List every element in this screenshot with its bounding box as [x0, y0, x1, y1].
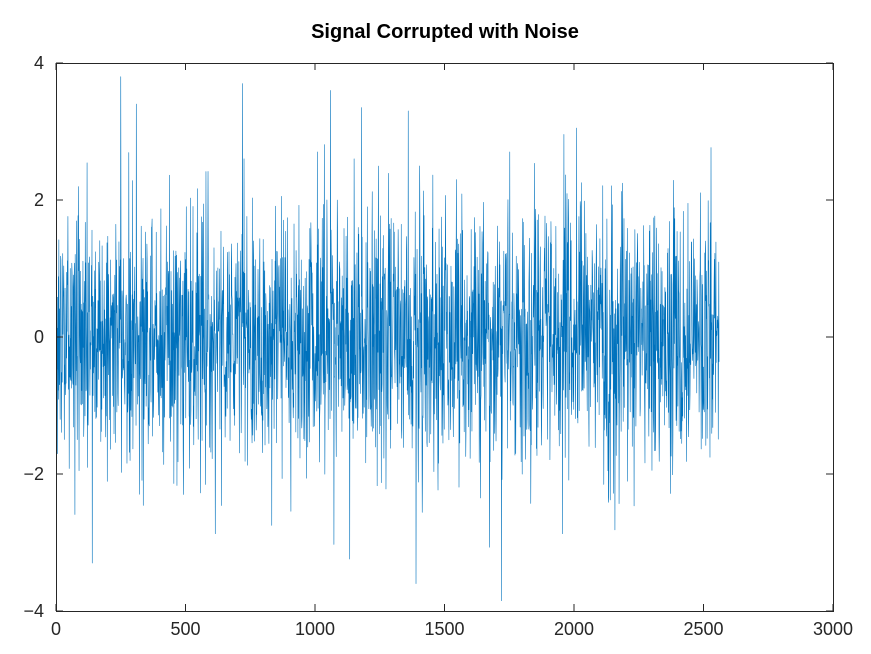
x-tick-label: 1000	[295, 619, 335, 639]
chart-title: Signal Corrupted with Noise	[311, 21, 579, 43]
y-tick-label: 0	[34, 327, 44, 347]
plot-area	[55, 76, 720, 602]
series-line-0	[55, 76, 720, 602]
x-tick-label: 2500	[683, 619, 723, 639]
x-tick-label: 3000	[813, 619, 853, 639]
y-tick-label: 2	[34, 190, 44, 210]
x-tick-label: 0	[51, 619, 61, 639]
y-tick-label: −4	[23, 601, 44, 621]
axis-ticks: 0 500 1000 1500 2000 2500 3000 −4 −2 0 2 4	[23, 53, 853, 639]
y-tick-label: −2	[23, 464, 44, 484]
x-tick-label: 2000	[554, 619, 594, 639]
x-tick-label: 1500	[424, 619, 464, 639]
x-tick-label: 500	[170, 619, 200, 639]
y-tick-label: 4	[34, 53, 44, 73]
